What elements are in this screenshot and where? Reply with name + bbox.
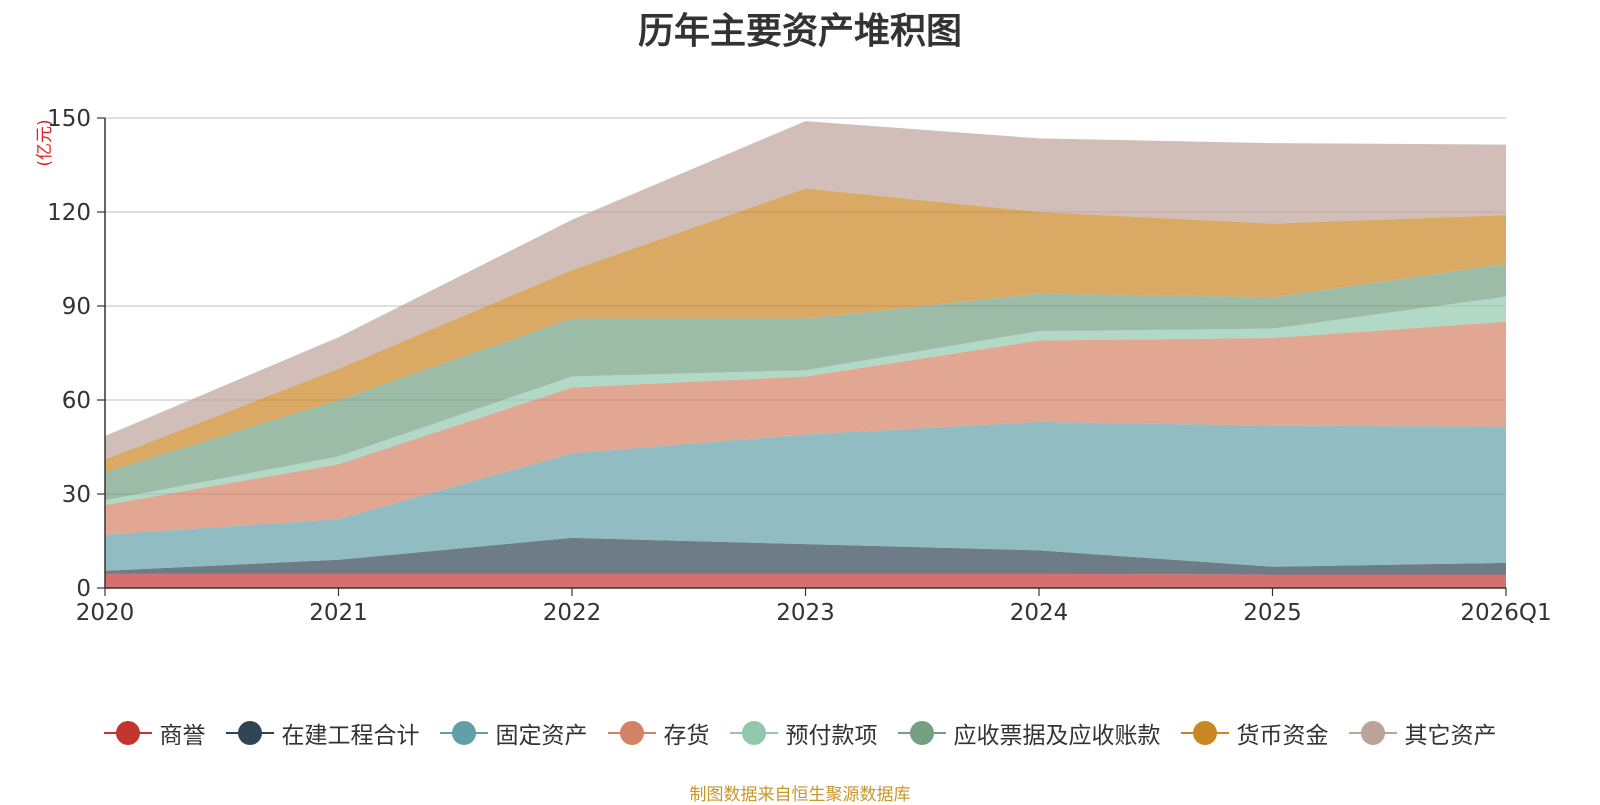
x-tick-label: 2020 [76, 600, 135, 626]
y-tick-label: 0 [76, 576, 91, 602]
y-axis-label: (亿元) [35, 119, 55, 166]
legend-item[interactable]: 存货 [607, 716, 710, 750]
legend-dot [1360, 721, 1385, 745]
legend-marker-icon [1348, 721, 1397, 745]
legend-label: 应收票据及应收账款 [953, 723, 1161, 749]
area-7 [105, 188, 1506, 473]
area-6 [105, 263, 1506, 501]
y-tick-label: 30 [62, 482, 91, 508]
legend-label: 固定资产 [495, 723, 588, 749]
legend-dot [741, 721, 766, 745]
y-tick-label: 120 [47, 200, 91, 226]
legend-label: 商誉 [159, 723, 206, 749]
area-4 [105, 321, 1506, 535]
legend-marker-icon [729, 721, 778, 745]
legend-dot [451, 721, 476, 745]
legend-label: 货币资金 [1236, 723, 1329, 749]
legend-item[interactable]: 在建工程合计 [225, 716, 420, 750]
legend-item[interactable]: 其它资产 [1348, 716, 1497, 750]
legend-item[interactable]: 货币资金 [1180, 716, 1329, 750]
x-tick-label: 2024 [1010, 600, 1069, 626]
legend-marker-icon [439, 721, 488, 745]
chart-title: 历年主要资产堆积图 [637, 11, 962, 52]
legend-dot [619, 721, 644, 745]
legend-label: 在建工程合计 [281, 723, 420, 749]
legend-item[interactable]: 商誉 [103, 716, 206, 750]
legend-marker-icon [225, 721, 274, 745]
area-1 [105, 573, 1506, 588]
axes: 0 30 60 90 120 150 2020 2021 2022 2023 2024 2025 202… [35, 106, 1552, 626]
legend-label: 存货 [663, 723, 710, 749]
area-8 [105, 121, 1506, 460]
x-tick-label: 2023 [776, 600, 835, 626]
source-note: 制图数据来自恒生聚源数据库 [689, 785, 911, 805]
area-5 [105, 296, 1506, 505]
legend-item[interactable]: 应收票据及应收账款 [897, 716, 1161, 750]
legend: 商誉 在建工程合计 固定资产 存货 预付款项 应收票据及应收账款 货币资金 其它资产 [0, 716, 1600, 750]
y-tick-label: 60 [62, 388, 91, 414]
legend-label: 预付款项 [785, 723, 878, 749]
legend-marker-icon [897, 721, 946, 745]
area-2 [105, 537, 1506, 575]
x-tick-label: 2021 [309, 600, 368, 626]
area-series [105, 121, 1506, 588]
legend-dot [237, 721, 262, 745]
legend-item[interactable]: 固定资产 [439, 716, 588, 750]
x-tick-label: 2026Q1 [1460, 600, 1551, 626]
legend-label: 其它资产 [1404, 723, 1497, 749]
legend-marker-icon [103, 721, 152, 745]
area-3 [105, 421, 1506, 571]
x-tick-label: 2022 [543, 600, 602, 626]
y-tick-label: 150 [47, 106, 91, 132]
y-tick-label: 90 [62, 294, 91, 320]
legend-dot [1192, 721, 1217, 745]
legend-marker-icon [1180, 721, 1229, 745]
legend-dot [909, 721, 934, 745]
legend-dot [115, 721, 140, 745]
legend-marker-icon [607, 721, 656, 745]
x-tick-label: 2025 [1243, 600, 1302, 626]
legend-item[interactable]: 预付款项 [729, 716, 878, 750]
